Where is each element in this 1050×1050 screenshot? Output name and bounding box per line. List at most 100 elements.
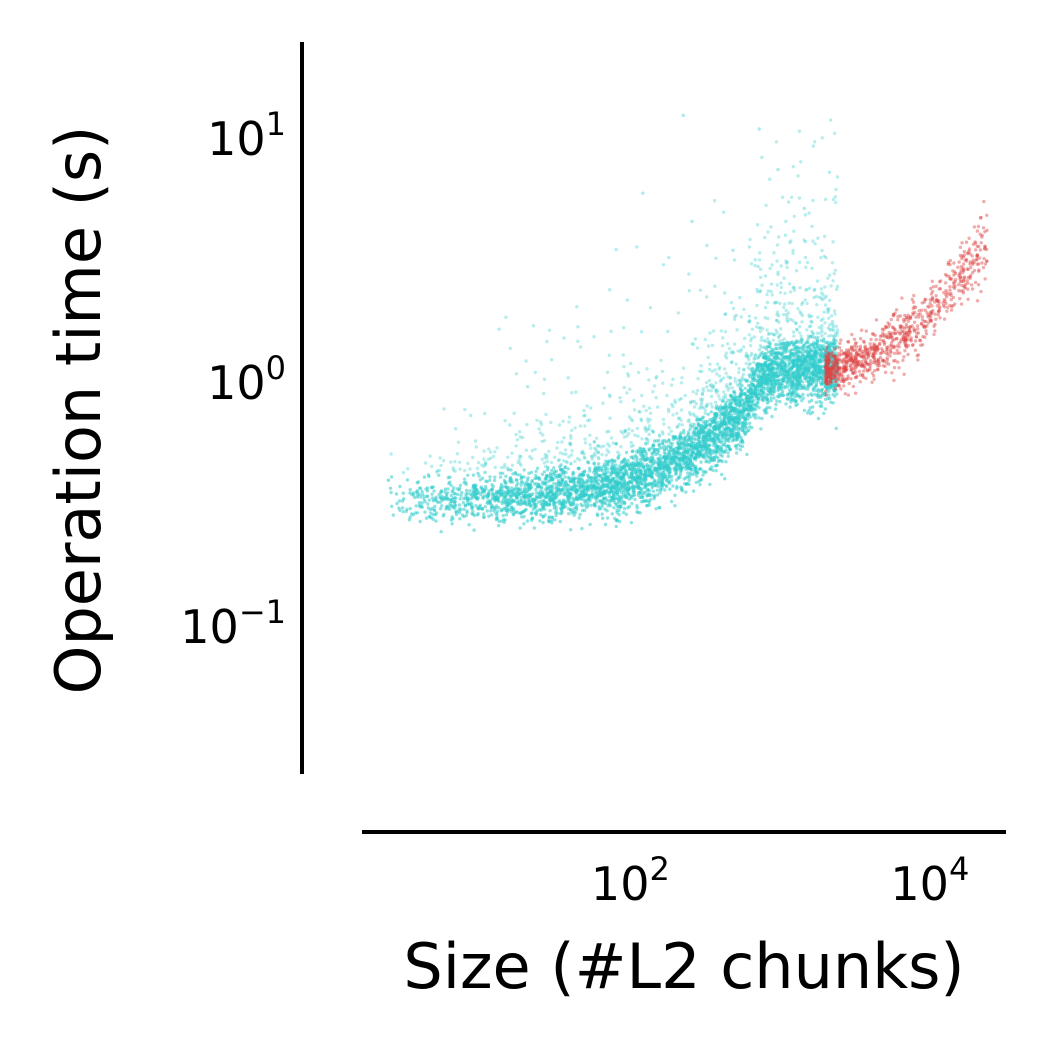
data-point xyxy=(555,511,559,515)
data-point xyxy=(626,372,630,376)
data-point xyxy=(524,359,528,363)
data-point xyxy=(415,511,420,515)
data-point xyxy=(667,426,671,430)
data-point xyxy=(537,427,541,431)
data-point xyxy=(799,312,803,316)
data-point xyxy=(637,409,641,414)
data-point xyxy=(654,376,658,380)
data-point xyxy=(685,459,690,464)
data-point xyxy=(644,441,648,445)
data-point xyxy=(621,353,625,357)
data-point xyxy=(547,503,552,507)
data-point xyxy=(703,411,707,416)
data-point xyxy=(506,497,511,502)
data-point xyxy=(671,377,675,381)
data-point xyxy=(417,501,422,505)
data-point xyxy=(782,337,787,341)
data-point xyxy=(723,312,727,316)
data-point xyxy=(747,333,751,337)
data-point xyxy=(635,510,639,514)
data-point xyxy=(676,424,680,429)
data-point xyxy=(785,376,789,380)
data-point xyxy=(697,418,702,422)
data-point xyxy=(629,520,634,525)
data-point xyxy=(740,375,744,379)
data-point xyxy=(503,419,507,423)
data-point xyxy=(638,511,642,515)
data-point xyxy=(697,479,701,484)
data-point xyxy=(499,482,504,487)
data-point xyxy=(531,324,536,328)
data-point xyxy=(644,429,648,433)
data-point xyxy=(809,324,813,328)
data-point xyxy=(710,369,714,373)
data-point xyxy=(622,500,626,504)
data-point xyxy=(780,387,784,391)
data-point xyxy=(722,450,726,454)
data-point xyxy=(475,487,479,492)
data-point xyxy=(721,395,726,399)
data-point xyxy=(835,333,839,338)
data-point xyxy=(719,329,723,333)
data-point xyxy=(533,473,538,478)
data-point xyxy=(782,376,786,380)
data-point xyxy=(624,512,629,516)
data-point xyxy=(492,505,496,509)
data-point xyxy=(792,334,796,338)
data-point xyxy=(676,440,680,444)
data-point xyxy=(761,327,765,331)
data-point xyxy=(720,344,725,348)
data-point xyxy=(790,301,794,306)
data-point xyxy=(426,506,430,510)
data-point xyxy=(678,436,683,440)
data-point xyxy=(708,467,712,471)
data-point xyxy=(509,501,513,505)
data-point xyxy=(686,419,690,423)
data-point xyxy=(563,448,568,452)
data-point xyxy=(732,258,737,262)
data-point xyxy=(755,223,760,227)
data-point xyxy=(484,462,488,466)
data-point xyxy=(710,456,714,460)
data-point xyxy=(450,522,454,526)
data-point xyxy=(627,497,631,501)
data-point xyxy=(588,443,592,447)
data-point xyxy=(588,522,592,527)
data-point xyxy=(645,367,649,371)
data-point xyxy=(695,426,699,431)
data-point xyxy=(607,353,611,357)
data-point xyxy=(805,260,810,265)
data-point xyxy=(659,484,663,488)
data-point xyxy=(622,435,627,439)
data-point xyxy=(797,260,802,264)
data-point xyxy=(492,478,497,483)
data-point xyxy=(791,342,795,346)
data-point xyxy=(405,507,409,511)
data-point xyxy=(670,402,674,407)
data-point xyxy=(588,499,592,503)
data-point xyxy=(453,500,457,504)
data-point xyxy=(800,302,804,307)
data-point xyxy=(570,487,574,491)
data-point xyxy=(756,264,760,269)
data-point xyxy=(677,422,681,427)
data-point xyxy=(750,327,755,331)
data-point xyxy=(651,430,656,434)
data-point xyxy=(791,165,795,169)
data-point xyxy=(590,489,594,494)
data-point xyxy=(500,466,504,470)
data-point xyxy=(788,317,793,321)
data-point xyxy=(644,452,649,456)
data-point xyxy=(556,488,560,493)
data-point xyxy=(799,160,803,164)
data-point xyxy=(757,416,761,420)
data-point xyxy=(561,487,565,491)
data-point xyxy=(757,326,761,330)
data-point xyxy=(667,449,671,453)
data-point xyxy=(476,460,481,465)
data-point xyxy=(700,392,705,396)
data-point xyxy=(482,515,486,519)
data-point xyxy=(525,480,529,484)
data-point xyxy=(639,417,643,421)
data-point xyxy=(722,367,727,371)
